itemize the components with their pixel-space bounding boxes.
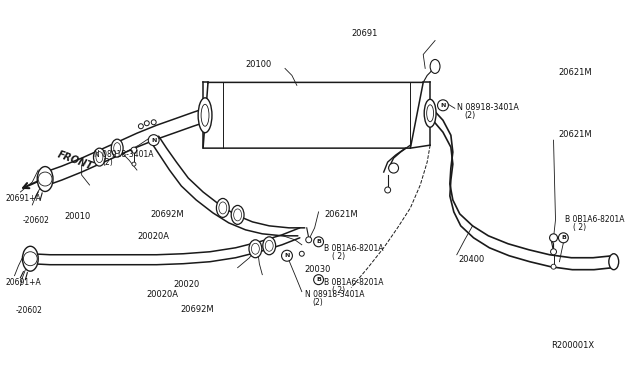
Text: (2): (2): [102, 158, 113, 167]
Circle shape: [151, 120, 156, 125]
Circle shape: [559, 233, 568, 243]
Circle shape: [306, 237, 312, 243]
Ellipse shape: [93, 148, 106, 166]
Ellipse shape: [22, 246, 38, 271]
Polygon shape: [45, 108, 205, 186]
Ellipse shape: [198, 98, 212, 133]
Text: 20020A: 20020A: [137, 232, 169, 241]
Circle shape: [550, 234, 557, 242]
Text: FRONT: FRONT: [56, 150, 94, 172]
Text: N 08918-3401A: N 08918-3401A: [305, 290, 364, 299]
Text: 20020A: 20020A: [147, 290, 179, 299]
Text: -20602: -20602: [22, 216, 49, 225]
Circle shape: [314, 275, 323, 285]
Circle shape: [385, 187, 390, 193]
Ellipse shape: [424, 99, 436, 127]
Ellipse shape: [111, 139, 123, 157]
Text: 20691+A: 20691+A: [6, 194, 42, 203]
Text: 20010: 20010: [65, 212, 91, 221]
Text: 20100: 20100: [246, 61, 272, 70]
Text: ( 2): ( 2): [573, 223, 586, 232]
Text: B: B: [316, 277, 321, 282]
Text: B: B: [561, 235, 566, 240]
Ellipse shape: [37, 167, 53, 192]
Text: 20020: 20020: [173, 280, 200, 289]
Text: 20030: 20030: [305, 265, 331, 274]
Circle shape: [550, 249, 557, 255]
Circle shape: [145, 121, 149, 126]
Circle shape: [300, 251, 304, 256]
Text: N 08918-3401A: N 08918-3401A: [95, 150, 154, 159]
Text: 20621M: 20621M: [559, 130, 592, 139]
Text: B 0B1A6-8201A: B 0B1A6-8201A: [324, 244, 384, 253]
Text: (2): (2): [465, 111, 476, 120]
Ellipse shape: [249, 240, 262, 258]
Ellipse shape: [609, 254, 619, 270]
Ellipse shape: [216, 198, 229, 217]
Polygon shape: [30, 228, 300, 265]
Text: 20691+A: 20691+A: [6, 278, 42, 287]
Text: 20692M: 20692M: [180, 305, 214, 314]
Polygon shape: [152, 136, 305, 236]
Text: 20691: 20691: [351, 29, 378, 38]
Circle shape: [438, 100, 449, 111]
Circle shape: [388, 163, 399, 173]
Text: (2): (2): [313, 298, 323, 307]
Circle shape: [551, 264, 556, 269]
Text: 20621M: 20621M: [559, 68, 592, 77]
Circle shape: [138, 124, 143, 129]
Text: R200001X: R200001X: [552, 341, 595, 350]
Ellipse shape: [231, 205, 244, 224]
Polygon shape: [203, 82, 423, 148]
Circle shape: [132, 162, 136, 166]
Text: N: N: [284, 253, 290, 258]
Ellipse shape: [263, 237, 276, 255]
Text: N 08918-3401A: N 08918-3401A: [457, 103, 518, 112]
Text: 20692M: 20692M: [151, 210, 184, 219]
Text: ( 2): ( 2): [332, 286, 346, 295]
Ellipse shape: [430, 60, 440, 73]
Circle shape: [282, 250, 292, 261]
Text: -20602: -20602: [15, 305, 42, 315]
Polygon shape: [431, 107, 612, 270]
Text: 20400: 20400: [459, 255, 485, 264]
Text: B: B: [316, 239, 321, 244]
Text: N: N: [151, 138, 156, 143]
Circle shape: [131, 147, 137, 153]
Text: ( 2): ( 2): [332, 252, 346, 261]
Text: 20621M: 20621M: [324, 210, 358, 219]
Circle shape: [314, 237, 323, 247]
Text: B 0B1A6-8201A: B 0B1A6-8201A: [324, 278, 384, 287]
Circle shape: [148, 135, 159, 146]
Text: N: N: [440, 103, 445, 108]
Text: B 0B1A6-8201A: B 0B1A6-8201A: [565, 215, 625, 224]
